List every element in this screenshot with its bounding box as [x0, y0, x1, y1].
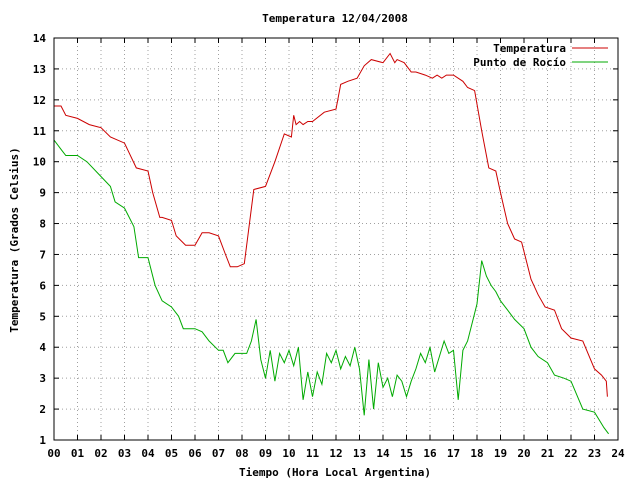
- x-tick-label: 03: [118, 447, 131, 460]
- x-tick-label: 13: [353, 447, 366, 460]
- y-tick-label: 3: [39, 372, 46, 385]
- y-tick-label: 8: [39, 218, 46, 231]
- x-tick-label: 20: [517, 447, 530, 460]
- x-axis: 00 01 02 03 04 05 06 07 08 09 10 11 12 13 14 15 16 17 18 19…: [47, 38, 625, 460]
- x-tick-label: 23: [588, 447, 601, 460]
- x-tick-label: 11: [306, 447, 320, 460]
- y-tick-label: 1: [39, 434, 46, 447]
- x-tick-label: 15: [400, 447, 413, 460]
- y-tick-label: 5: [39, 310, 46, 323]
- legend-label: Punto de Rocío: [473, 56, 566, 69]
- y-tick-label: 9: [39, 187, 46, 200]
- y-tick-label: 10: [33, 156, 46, 169]
- series-line-temperatura: [54, 52, 608, 397]
- y-tick-label: 4: [39, 341, 46, 354]
- x-tick-label: 19: [494, 447, 507, 460]
- x-tick-label: 22: [564, 447, 577, 460]
- grid-lines: [54, 38, 618, 440]
- x-tick-label: 08: [235, 447, 248, 460]
- x-tick-label: 21: [541, 447, 555, 460]
- chart-title: Temperatura 12/04/2008: [262, 12, 408, 25]
- y-tick-label: 13: [33, 63, 46, 76]
- x-tick-label: 12: [329, 447, 342, 460]
- y-tick-label: 7: [39, 248, 46, 261]
- x-tick-label: 10: [282, 447, 295, 460]
- x-tick-label: 05: [165, 447, 178, 460]
- series-lines: [53, 52, 609, 435]
- x-tick-label: 06: [188, 447, 202, 460]
- x-tick-label: 01: [71, 447, 85, 460]
- x-tick-label: 00: [47, 447, 60, 460]
- x-tick-label: 04: [141, 447, 155, 460]
- x-axis-label: Tiempo (Hora Local Argentina): [239, 466, 431, 479]
- series-line-punto-de-rocio: [53, 139, 609, 435]
- y-tick-label: 14: [33, 32, 47, 45]
- x-tick-label: 14: [376, 447, 390, 460]
- x-tick-label: 09: [259, 447, 272, 460]
- x-tick-label: 18: [470, 447, 483, 460]
- y-tick-label: 2: [39, 403, 46, 416]
- x-tick-label: 24: [611, 447, 625, 460]
- x-tick-label: 16: [423, 447, 437, 460]
- x-tick-label: 07: [212, 447, 225, 460]
- y-tick-label: 11: [33, 125, 47, 138]
- legend-label: Temperatura: [493, 42, 566, 55]
- x-tick-label: 17: [447, 447, 460, 460]
- y-axis-label: Temperatura (Grados Celsius): [8, 147, 21, 332]
- y-tick-label: 12: [33, 94, 46, 107]
- x-tick-label: 02: [94, 447, 107, 460]
- y-tick-label: 6: [39, 279, 46, 292]
